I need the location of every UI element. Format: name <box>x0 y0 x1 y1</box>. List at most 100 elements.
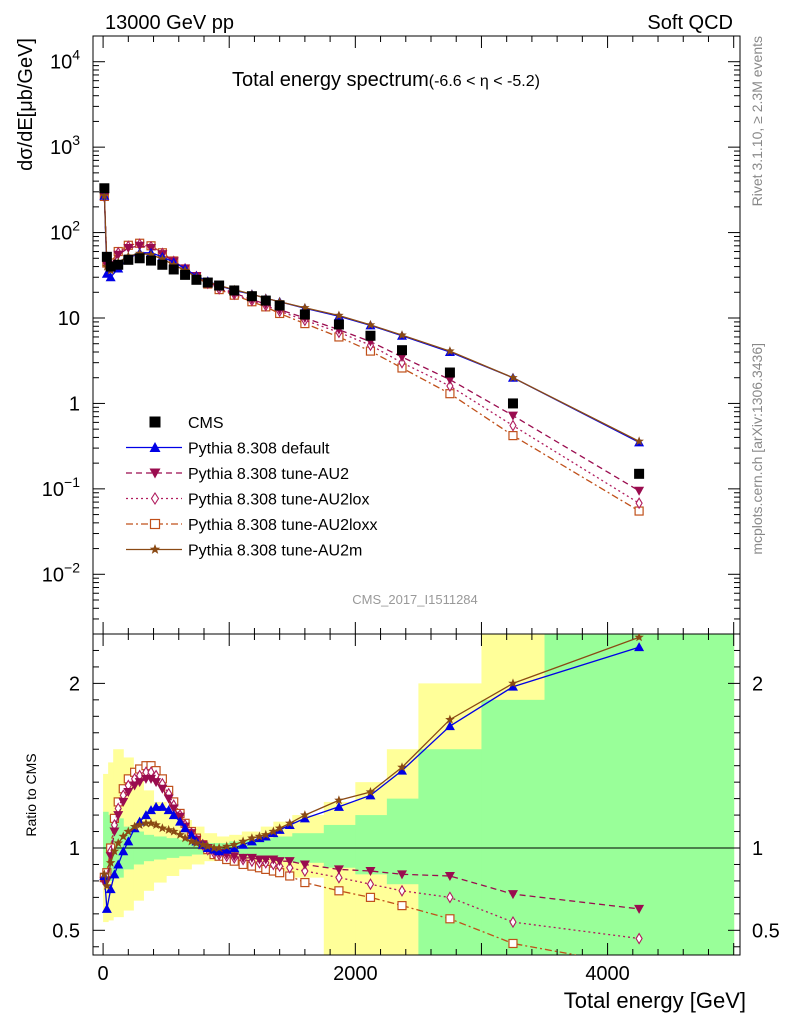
ratio-point-au2 <box>118 797 129 807</box>
main-point-au2 <box>134 241 145 251</box>
ratio-point-default <box>118 846 129 856</box>
ratio-point-au2loxx <box>397 901 407 911</box>
main-point-default <box>105 272 116 282</box>
ratio-point-default <box>507 681 518 691</box>
ratio-point-au2 <box>168 804 179 814</box>
ratio-point-au2loxx <box>334 886 344 896</box>
main-point-cms <box>274 300 285 311</box>
legend-label-au2loxx: Pythia 8.308 tune-AU2loxx <box>188 517 377 534</box>
main-point-cms <box>99 183 110 194</box>
ratio-point-au2lox <box>635 932 643 945</box>
ratio-point-au2loxx <box>365 892 376 902</box>
ratio-point-au2m <box>209 843 219 852</box>
main-point-cms <box>105 261 116 272</box>
ratio-y-tick-label-right: 2 <box>752 673 763 695</box>
legend-marker-au2 <box>149 468 161 479</box>
main-point-cms <box>229 285 240 296</box>
legend-marker-au2lox <box>150 491 160 506</box>
ratio-point-default <box>238 839 249 849</box>
ratio-point-au2 <box>333 865 344 875</box>
ratio-y-axis-label: Ratio to CMS <box>23 753 39 836</box>
ratio-point-default <box>113 859 124 869</box>
ratio-point-au2m <box>169 826 179 836</box>
main-point-au2m <box>365 319 376 329</box>
ratio-point-au2 <box>146 774 157 784</box>
main-point-cms <box>507 398 518 409</box>
ratio-point-au2m <box>445 714 455 724</box>
main-point-au2lox <box>446 379 454 393</box>
ratio-point-au2m <box>214 843 224 852</box>
ratio-point-default <box>229 843 240 852</box>
main-point-cms <box>365 330 376 341</box>
main-point-au2 <box>396 352 407 362</box>
main-point-au2m <box>634 436 644 446</box>
ratio-point-au2 <box>284 857 295 867</box>
ratio-point-default <box>221 844 232 854</box>
legend-label-au2: Pythia 8.308 tune-AU2 <box>188 466 349 483</box>
ratio-point-au2loxx <box>445 914 455 924</box>
ratio-point-au2lox <box>366 878 375 891</box>
header-process-label: Soft QCD <box>647 12 733 34</box>
main-y-tick-label: 10−1 <box>42 474 80 501</box>
ratio-point-au2m <box>134 820 145 829</box>
ratio-y-tick-label-right: 1 <box>752 838 763 860</box>
main-series-line-default <box>103 195 640 443</box>
ratio-point-au2 <box>444 871 455 881</box>
ratio-point-au2m <box>203 841 213 851</box>
ratio-point-au2m <box>268 826 279 836</box>
ratio-point-default <box>140 810 151 820</box>
ratio-point-au2m <box>163 824 174 834</box>
ratio-point-au2loxx <box>508 938 518 949</box>
ratio-point-au2m <box>191 838 202 848</box>
main-point-au2m <box>300 302 310 312</box>
ratio-point-au2 <box>396 870 407 880</box>
ratio-point-default <box>109 869 120 879</box>
ratio-point-au2lox <box>335 871 343 884</box>
ratio-band-green <box>355 815 388 875</box>
ratio-point-au2 <box>299 860 310 870</box>
ratio-point-au2m <box>247 833 257 843</box>
ratio-point-au2m <box>129 821 140 831</box>
ratio-point-au2m <box>113 838 123 848</box>
x-tick-label: 2000 <box>333 963 378 985</box>
ratio-point-au2 <box>151 778 162 788</box>
main-point-cms <box>134 253 145 264</box>
ratio-band-green <box>481 699 546 955</box>
ratio-y-tick-label-left: 2 <box>69 673 80 695</box>
ratio-point-au2 <box>365 867 376 877</box>
ratio-point-default <box>168 810 179 820</box>
main-point-cms <box>214 280 225 291</box>
main-point-au2lox <box>398 356 406 369</box>
main-y-tick-exponent: 2 <box>72 218 80 234</box>
main-point-cms <box>123 254 134 265</box>
header-beam-label: 13000 GeV pp <box>105 12 234 34</box>
ratio-panel: 0.5 0.5 1 1 2 2 0 2000 4000 <box>52 633 780 985</box>
main-y-tick-exponent: 3 <box>72 132 80 148</box>
main-point-au2m <box>169 259 179 269</box>
ratio-point-au2 <box>123 788 134 798</box>
main-point-au2m <box>334 310 344 320</box>
main-y-tick-base: 1 <box>69 393 80 415</box>
main-point-au2 <box>113 250 124 260</box>
ratio-point-au2 <box>163 794 174 804</box>
ratio-point-au2 <box>229 852 240 862</box>
main-y-tick-base: 10 <box>58 308 80 330</box>
ratio-frame <box>92 633 741 956</box>
main-point-au2 <box>507 411 518 421</box>
ratio-point-au2m <box>238 836 248 846</box>
main-y-tick-base: 10 <box>42 479 64 501</box>
ratio-point-au2m <box>261 829 271 839</box>
ratio-point-default <box>214 846 225 856</box>
ratio-point-au2 <box>634 904 645 914</box>
ratio-point-au2 <box>254 855 265 865</box>
main-y-tick-exponent: 4 <box>72 47 80 63</box>
ratio-point-default <box>365 790 376 800</box>
ratio-y-tick-label-left: 0.5 <box>52 920 80 942</box>
ratio-point-au2loxx <box>300 877 310 888</box>
main-y-tick-exponent: −2 <box>64 559 80 575</box>
main-point-cms <box>260 295 271 306</box>
main-plot-title-suffix: (-6.6 < η < -5.2) <box>429 73 540 90</box>
legend-marker-cms <box>149 416 161 428</box>
ratio-point-au2m <box>151 820 161 829</box>
main-point-au2 <box>123 243 134 253</box>
